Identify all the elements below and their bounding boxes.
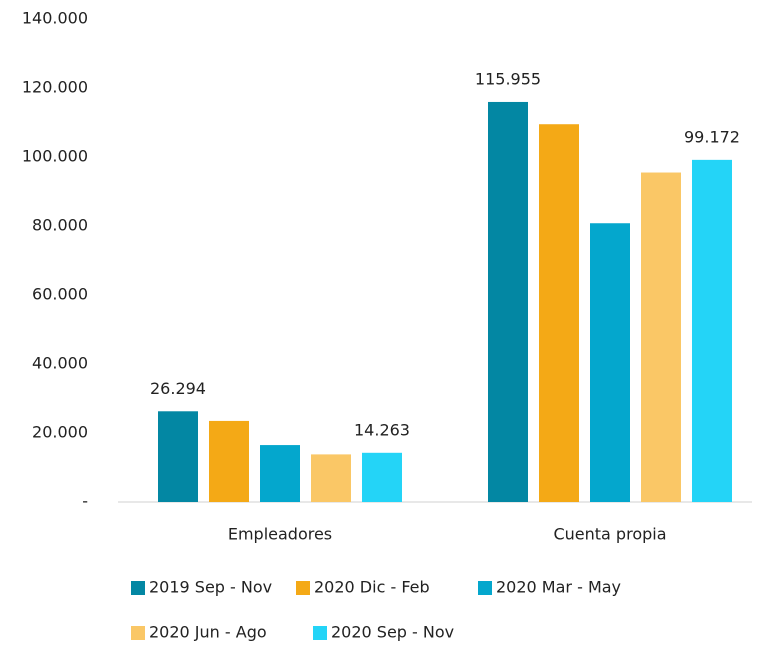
bar — [590, 223, 630, 503]
x-tick-label: Cuenta propia — [553, 525, 666, 544]
bar — [260, 445, 300, 502]
x-tick-label: Empleadores — [228, 525, 332, 544]
y-tick-label: - — [82, 492, 88, 511]
data-label: 99.172 — [684, 127, 740, 146]
bar — [488, 101, 528, 502]
bar — [362, 452, 402, 502]
y-tick-label: 20.000 — [32, 423, 88, 442]
legend-label: 2020 Jun - Ago — [149, 623, 267, 642]
data-label: 115.955 — [475, 69, 541, 88]
bar — [539, 124, 579, 502]
bar — [641, 172, 681, 502]
legend-swatch — [313, 626, 327, 640]
bar — [311, 454, 351, 502]
bar — [158, 411, 198, 502]
legend-label: 2020 Sep - Nov — [331, 623, 454, 642]
legend-swatch — [478, 581, 492, 595]
bar — [209, 420, 249, 502]
y-tick-label: 80.000 — [32, 216, 88, 235]
legend-swatch — [296, 581, 310, 595]
y-tick-label: 60.000 — [32, 285, 88, 304]
legend-swatch — [131, 581, 145, 595]
bar — [692, 159, 732, 502]
data-label: 26.294 — [150, 379, 206, 398]
y-tick-label: 40.000 — [32, 354, 88, 373]
y-tick-label: 100.000 — [22, 147, 88, 166]
y-tick-label: 140.000 — [22, 9, 88, 28]
legend-label: 2020 Dic - Feb — [314, 578, 430, 597]
legend-label: 2019 Sep - Nov — [149, 578, 272, 597]
y-tick-label: 120.000 — [22, 78, 88, 97]
legend-swatch — [131, 626, 145, 640]
data-label: 14.263 — [354, 420, 410, 439]
legend-label: 2020 Mar - May — [496, 578, 621, 597]
